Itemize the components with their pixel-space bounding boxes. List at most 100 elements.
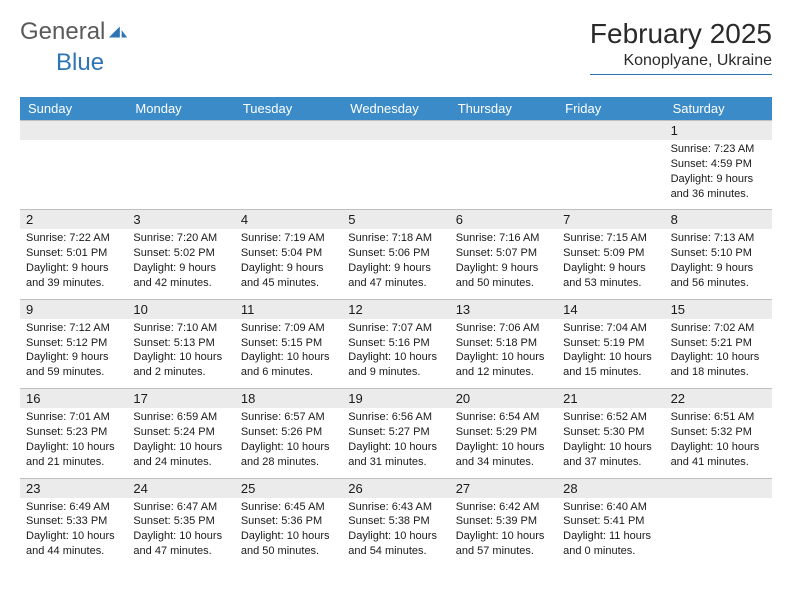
day-number: 6 (450, 209, 557, 229)
sunset-text: Sunset: 5:21 PM (671, 336, 766, 351)
daylight-text: Daylight: 9 hours (671, 261, 766, 276)
calendar-cell: 23Sunrise: 6:49 AMSunset: 5:33 PMDayligh… (20, 478, 127, 567)
daylight-text: and 21 minutes. (26, 455, 121, 470)
calendar-cell-blank (450, 120, 557, 209)
calendar-cell: 25Sunrise: 6:45 AMSunset: 5:36 PMDayligh… (235, 478, 342, 567)
daylight-text: and 24 minutes. (133, 455, 228, 470)
sunset-text: Sunset: 5:15 PM (241, 336, 336, 351)
day-header-tuesday: Tuesday (235, 97, 342, 120)
daylight-text: and 53 minutes. (563, 276, 658, 291)
calendar-cell: 19Sunrise: 6:56 AMSunset: 5:27 PMDayligh… (342, 388, 449, 477)
sunrise-text: Sunrise: 6:54 AM (456, 410, 551, 425)
sunset-text: Sunset: 5:35 PM (133, 514, 228, 529)
day-number (557, 120, 664, 140)
week-row: 2Sunrise: 7:22 AMSunset: 5:01 PMDaylight… (20, 209, 772, 298)
calendar-cell: 28Sunrise: 6:40 AMSunset: 5:41 PMDayligh… (557, 478, 664, 567)
day-number: 8 (665, 209, 772, 229)
daylight-text: Daylight: 10 hours (671, 350, 766, 365)
day-number: 3 (127, 209, 234, 229)
daylight-text: and 9 minutes. (348, 365, 443, 380)
daylight-text: Daylight: 10 hours (456, 529, 551, 544)
calendar-cell-blank (342, 120, 449, 209)
week-row: 1Sunrise: 7:23 AMSunset: 4:59 PMDaylight… (20, 120, 772, 209)
week-row: 23Sunrise: 6:49 AMSunset: 5:33 PMDayligh… (20, 478, 772, 567)
title-block: February 2025 Konoplyane, Ukraine (590, 18, 772, 75)
sunrise-text: Sunrise: 6:49 AM (26, 500, 121, 515)
daylight-text: and 12 minutes. (456, 365, 551, 380)
daylight-text: Daylight: 10 hours (563, 440, 658, 455)
sunset-text: Sunset: 5:36 PM (241, 514, 336, 529)
day-number: 22 (665, 388, 772, 408)
daylight-text: and 44 minutes. (26, 544, 121, 559)
sunrise-text: Sunrise: 6:42 AM (456, 500, 551, 515)
day-number (342, 120, 449, 140)
daylight-text: and 50 minutes. (241, 544, 336, 559)
sunset-text: Sunset: 5:16 PM (348, 336, 443, 351)
calendar-cell: 10Sunrise: 7:10 AMSunset: 5:13 PMDayligh… (127, 299, 234, 388)
calendar-cell: 12Sunrise: 7:07 AMSunset: 5:16 PMDayligh… (342, 299, 449, 388)
day-number: 11 (235, 299, 342, 319)
sunrise-text: Sunrise: 7:04 AM (563, 321, 658, 336)
day-headers-row: SundayMondayTuesdayWednesdayThursdayFrid… (20, 97, 772, 120)
calendar-cell-blank (235, 120, 342, 209)
day-number: 23 (20, 478, 127, 498)
daylight-text: and 57 minutes. (456, 544, 551, 559)
daylight-text: Daylight: 10 hours (671, 440, 766, 455)
calendar-cell: 3Sunrise: 7:20 AMSunset: 5:02 PMDaylight… (127, 209, 234, 298)
daylight-text: Daylight: 10 hours (348, 529, 443, 544)
calendar-cell-blank (127, 120, 234, 209)
calendar-cell: 8 Sunrise: 7:13 AMSunset: 5:10 PMDaylight… (665, 209, 772, 298)
sunset-text: Sunset: 5:26 PM (241, 425, 336, 440)
calendar: SundayMondayTuesdayWednesdayThursdayFrid… (20, 97, 772, 567)
sunset-text: Sunset: 5:29 PM (456, 425, 551, 440)
daylight-text: and 37 minutes. (563, 455, 658, 470)
daylight-text: Daylight: 10 hours (563, 350, 658, 365)
day-number: 10 (127, 299, 234, 319)
daylight-text: and 34 minutes. (456, 455, 551, 470)
daylight-text: and 0 minutes. (563, 544, 658, 559)
sunrise-text: Sunrise: 7:02 AM (671, 321, 766, 336)
sunrise-text: Sunrise: 7:12 AM (26, 321, 121, 336)
sunset-text: Sunset: 5:38 PM (348, 514, 443, 529)
calendar-cell: 1Sunrise: 7:23 AMSunset: 4:59 PMDaylight… (665, 120, 772, 209)
week-row: 16Sunrise: 7:01 AMSunset: 5:23 PMDayligh… (20, 388, 772, 477)
day-number: 17 (127, 388, 234, 408)
sunrise-text: Sunrise: 7:22 AM (26, 231, 121, 246)
daylight-text: Daylight: 9 hours (26, 261, 121, 276)
sunset-text: Sunset: 4:59 PM (671, 157, 766, 172)
daylight-text: Daylight: 9 hours (26, 350, 121, 365)
sunrise-text: Sunrise: 6:45 AM (241, 500, 336, 515)
sunset-text: Sunset: 5:13 PM (133, 336, 228, 351)
day-number (665, 478, 772, 498)
daylight-text: and 28 minutes. (241, 455, 336, 470)
daylight-text: Daylight: 10 hours (348, 440, 443, 455)
sunrise-text: Sunrise: 7:20 AM (133, 231, 228, 246)
sunrise-text: Sunrise: 7:13 AM (671, 231, 766, 246)
day-number: 9 (20, 299, 127, 319)
sunrise-text: Sunrise: 6:47 AM (133, 500, 228, 515)
sunrise-text: Sunrise: 6:43 AM (348, 500, 443, 515)
sunrise-text: Sunrise: 7:09 AM (241, 321, 336, 336)
day-number: 28 (557, 478, 664, 498)
daylight-text: and 15 minutes. (563, 365, 658, 380)
sunset-text: Sunset: 5:10 PM (671, 246, 766, 261)
calendar-cell: 27Sunrise: 6:42 AMSunset: 5:39 PMDayligh… (450, 478, 557, 567)
daylight-text: Daylight: 10 hours (241, 440, 336, 455)
daylight-text: Daylight: 10 hours (133, 350, 228, 365)
sunset-text: Sunset: 5:19 PM (563, 336, 658, 351)
calendar-cell: 16Sunrise: 7:01 AMSunset: 5:23 PMDayligh… (20, 388, 127, 477)
month-title: February 2025 (590, 18, 772, 50)
daylight-text: Daylight: 10 hours (26, 440, 121, 455)
calendar-cell: 2Sunrise: 7:22 AMSunset: 5:01 PMDaylight… (20, 209, 127, 298)
daylight-text: Daylight: 10 hours (133, 440, 228, 455)
day-header-thursday: Thursday (450, 97, 557, 120)
calendar-cell: 9Sunrise: 7:12 AMSunset: 5:12 PMDaylight… (20, 299, 127, 388)
day-number: 21 (557, 388, 664, 408)
calendar-cell: 6Sunrise: 7:16 AMSunset: 5:07 PMDaylight… (450, 209, 557, 298)
calendar-cell-blank (665, 478, 772, 567)
daylight-text: and 6 minutes. (241, 365, 336, 380)
sunrise-text: Sunrise: 7:23 AM (671, 142, 766, 157)
daylight-text: and 47 minutes. (133, 544, 228, 559)
daylight-text: and 18 minutes. (671, 365, 766, 380)
daylight-text: Daylight: 9 hours (563, 261, 658, 276)
